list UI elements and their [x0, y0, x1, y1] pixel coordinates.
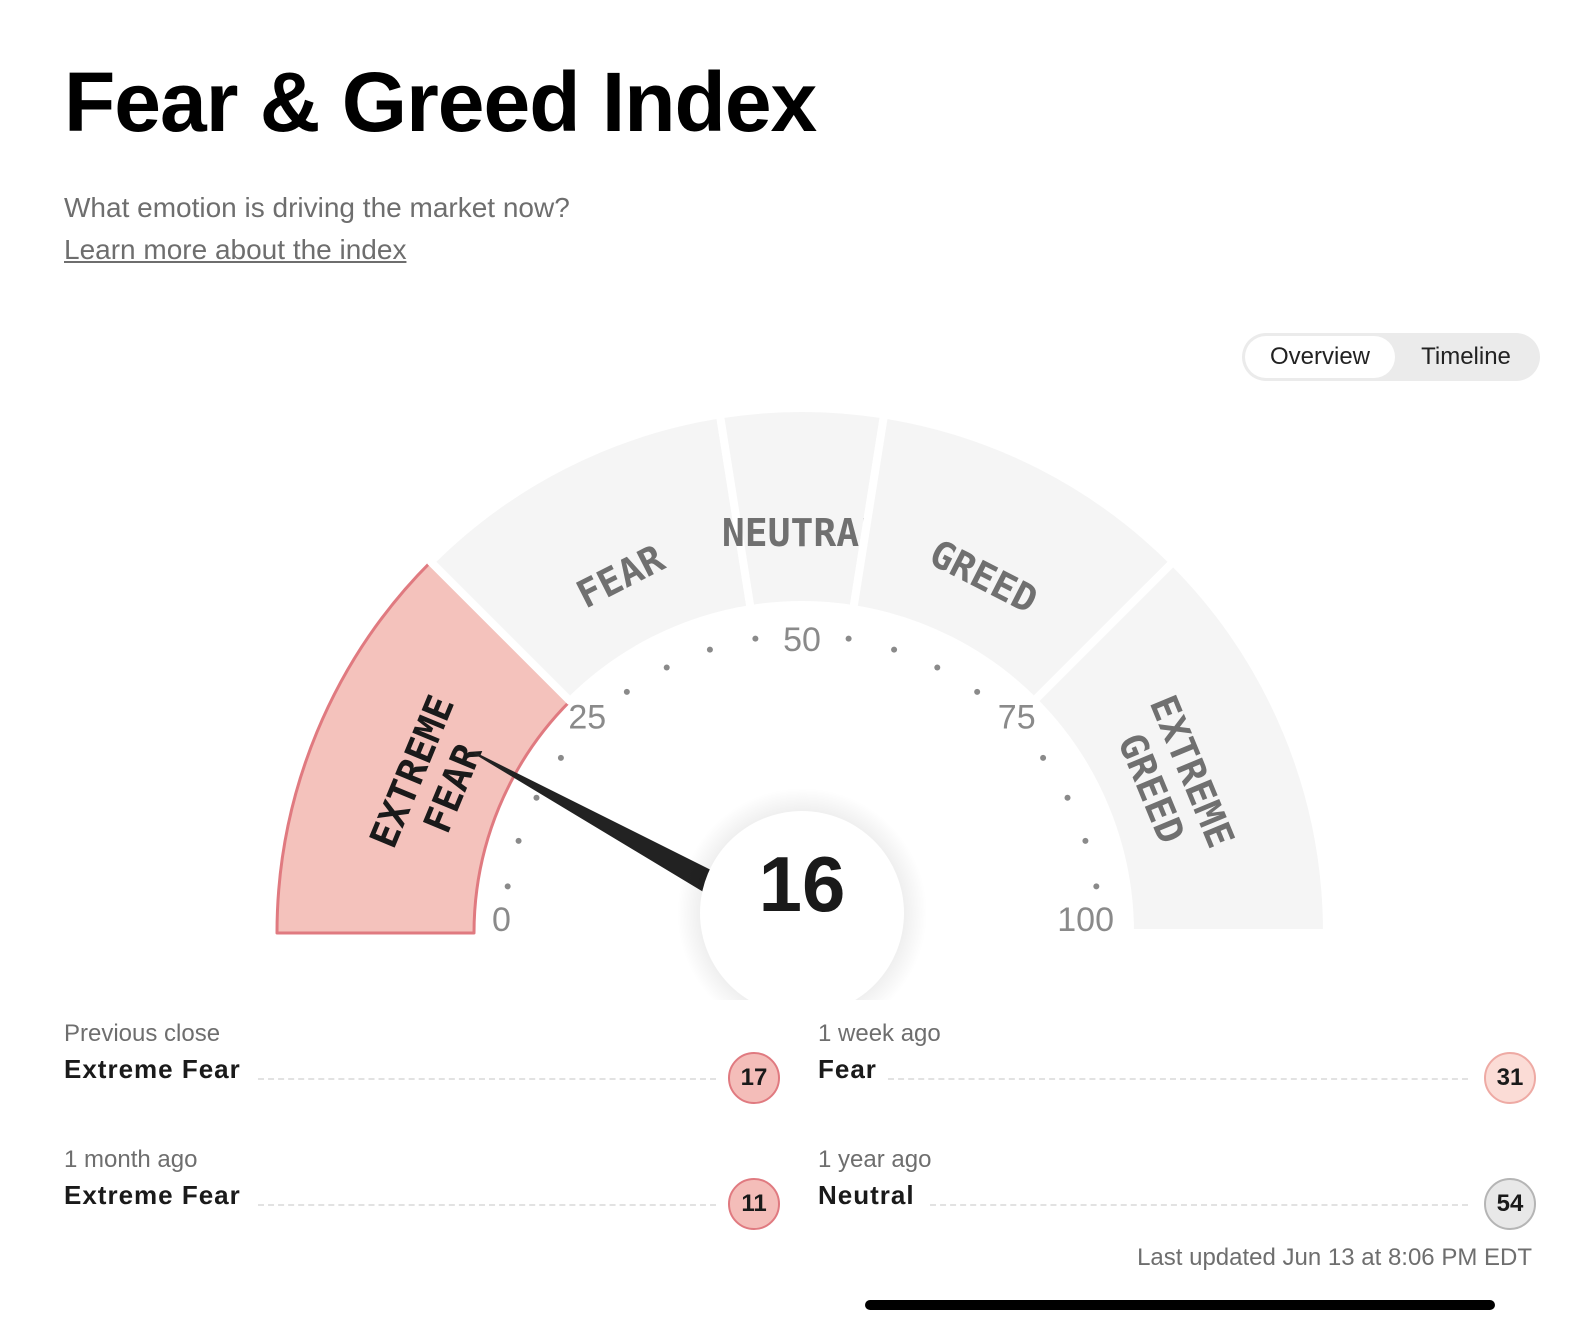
gauge-segment-label: NEUTRAL — [722, 511, 882, 555]
view-toggle: Overview Timeline — [1242, 333, 1540, 381]
stat-one-week-ago: 1 week ago Fear 31 — [818, 1020, 1536, 1110]
stat-previous-close: Previous close Extreme Fear 17 — [64, 1020, 780, 1110]
learn-more-link[interactable]: Learn more about the index — [64, 234, 407, 265]
stat-period: Previous close — [64, 1020, 221, 1047]
overview-tab[interactable]: Overview — [1245, 336, 1395, 378]
leader-line — [258, 1204, 716, 1206]
stat-score-badge: 17 — [728, 1052, 780, 1104]
stat-period: 1 month ago — [64, 1146, 198, 1173]
gauge-tick-dot — [891, 646, 898, 653]
stat-one-year-ago: 1 year ago Neutral 54 — [818, 1146, 1536, 1236]
last-updated: Last updated Jun 13 at 8:06 PM EDT — [1137, 1244, 1532, 1271]
gauge-value: 16 — [759, 840, 846, 928]
leader-line — [258, 1078, 716, 1080]
gauge-tick-dot — [623, 688, 630, 695]
stat-rating: Neutral — [818, 1180, 915, 1210]
gauge-tick-dot — [1082, 837, 1089, 844]
timeline-tab[interactable]: Timeline — [1421, 343, 1511, 370]
gauge-tick-dot — [845, 635, 852, 642]
stat-rating: Extreme Fear — [64, 1180, 241, 1210]
gauge-tick-dot — [663, 664, 670, 671]
stat-score-badge: 31 — [1484, 1052, 1536, 1104]
gauge-tick-dot — [1093, 883, 1100, 890]
gauge-tick-label: 75 — [998, 698, 1036, 736]
gauge-tick-dot — [752, 635, 759, 642]
leader-line — [888, 1078, 1468, 1080]
leader-line — [930, 1204, 1468, 1206]
gauge-tick-dot — [504, 883, 511, 890]
gauge-tick-dot — [1040, 754, 1047, 761]
stat-score-badge: 54 — [1484, 1178, 1536, 1230]
gauge-tick-label: 25 — [568, 698, 606, 736]
gauge-tick-dot — [557, 754, 564, 761]
stat-one-month-ago: 1 month ago Extreme Fear 11 — [64, 1146, 780, 1236]
gauge-tick-label: 50 — [783, 621, 821, 659]
gauge-segment-extreme-greed — [1029, 557, 1331, 937]
stat-score-badge: 11 — [728, 1178, 780, 1230]
gauge-tick-dot — [515, 837, 522, 844]
stat-rating: Extreme Fear — [64, 1054, 241, 1084]
page-subtitle: What emotion is driving the market now? — [64, 192, 570, 223]
gauge-hub — [700, 811, 904, 1000]
gauge-tick-dot — [706, 646, 713, 653]
gauge-tick-dot — [974, 688, 981, 695]
stat-rating: Fear — [818, 1054, 877, 1084]
gauge-tick-label: 100 — [1057, 901, 1114, 939]
gauge-tick-label: 0 — [492, 901, 511, 939]
page-title: Fear & Greed Index — [64, 55, 817, 149]
gauge-tick-dot — [934, 664, 941, 671]
gauge-tick-dot — [1064, 794, 1071, 801]
stat-period: 1 week ago — [818, 1020, 941, 1047]
home-indicator — [865, 1300, 1495, 1310]
stat-period: 1 year ago — [818, 1146, 932, 1173]
gauge-tick-dot — [533, 794, 540, 801]
